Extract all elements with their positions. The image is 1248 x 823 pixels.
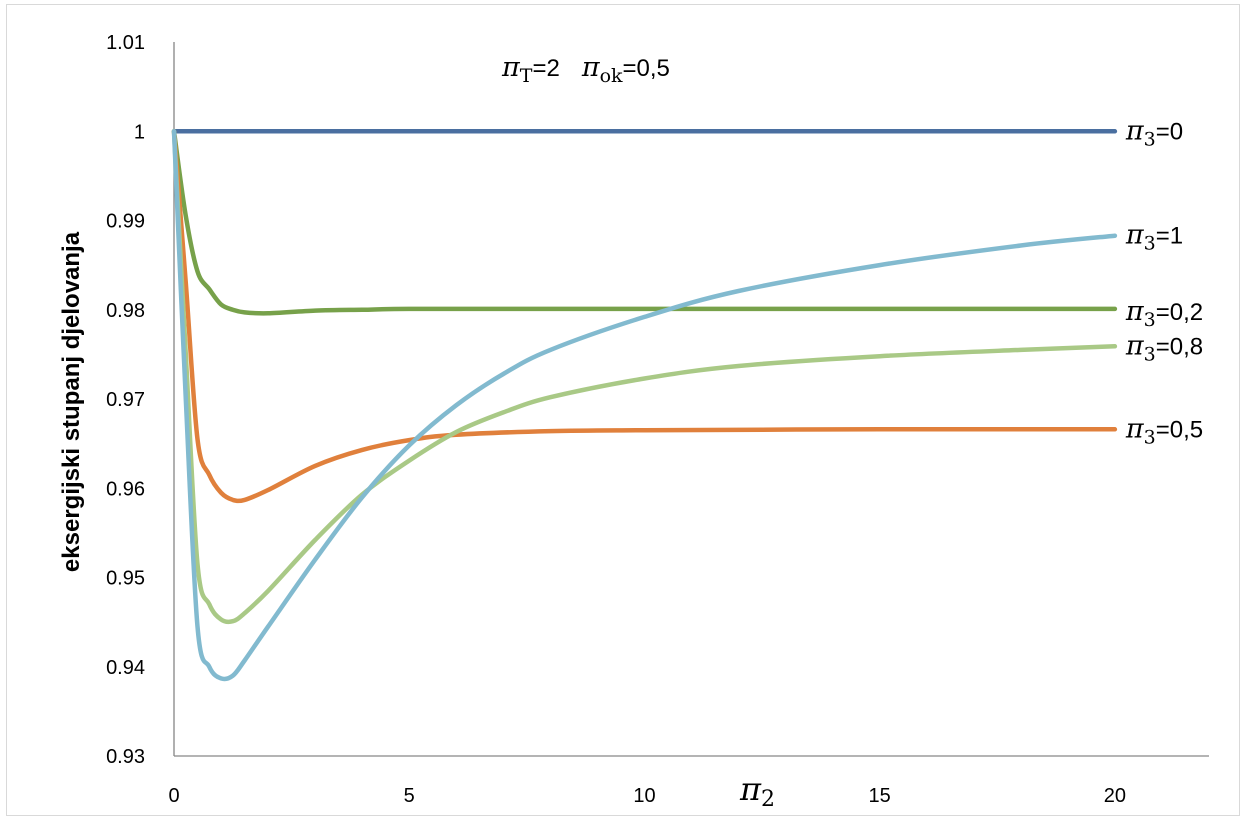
labels-layer: π3=0 π3=0,2 π3=0,5 π3=0,8 π3=1 — [1125, 115, 1203, 448]
x-tick-label: 0 — [168, 785, 179, 807]
series-line — [171, 129, 1118, 682]
series-layer — [171, 129, 1118, 682]
y-tick-label: 0.95 — [106, 568, 145, 590]
y-tick-label: 0.94 — [106, 657, 145, 679]
series-label: π3=0 — [1125, 115, 1183, 150]
y-tick-label: 0.93 — [106, 746, 145, 768]
y-tick-label: 1.01 — [106, 32, 145, 54]
y-tick-label: 0.98 — [106, 300, 145, 322]
x-tick-label: 5 — [404, 785, 415, 807]
y-tick-label: 0.96 — [106, 478, 145, 500]
x-tick-label: 15 — [869, 785, 891, 807]
chart-frame — [6, 4, 1240, 816]
x-tick-label: 20 — [1104, 785, 1126, 807]
y-axis-title: eksergijski stupanj djelovanja — [58, 231, 85, 572]
x-axis-title: π2 — [739, 770, 775, 812]
series-line — [171, 129, 1118, 504]
chart-title: πT=2 πok=0,5 — [501, 52, 670, 87]
series-label: π3=0,5 — [1125, 413, 1203, 448]
y-tick-label: 0.99 — [106, 211, 145, 233]
series-line — [171, 129, 1118, 316]
x-tick-label: 10 — [633, 785, 655, 807]
y-tick-label: 0.97 — [106, 389, 145, 411]
y-tick-label: 1 — [134, 121, 145, 143]
axes: 0.93 0.94 0.95 0.96 0.97 0.98 0.99 1 1.01 0 5 10 15 2… — [106, 32, 1209, 807]
series-label: π3=1 — [1125, 220, 1183, 255]
series-line — [171, 129, 1118, 625]
series-label: π3=0,2 — [1125, 296, 1203, 331]
series-label: π3=0,8 — [1125, 330, 1203, 365]
